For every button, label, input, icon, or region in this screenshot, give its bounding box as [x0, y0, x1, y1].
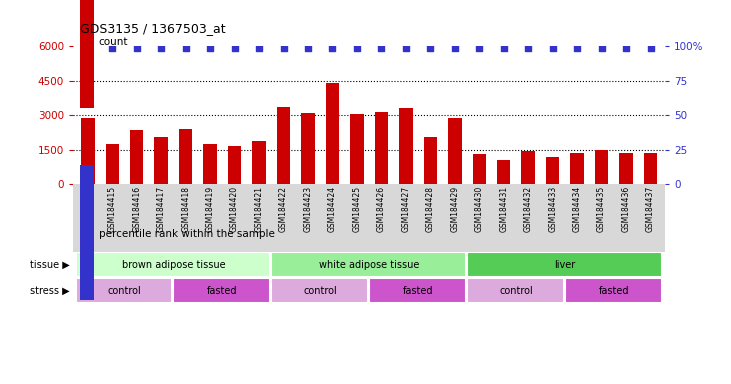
Point [645, 45, 656, 51]
Text: GSM184421: GSM184421 [254, 186, 264, 232]
Point [620, 45, 632, 51]
Point [131, 45, 143, 51]
Text: tissue ▶: tissue ▶ [30, 260, 69, 270]
Text: GSM184433: GSM184433 [548, 186, 557, 232]
Point [376, 45, 387, 51]
Text: GSM184417: GSM184417 [156, 186, 166, 232]
Point [425, 45, 436, 51]
Text: GSM184432: GSM184432 [523, 186, 533, 232]
Text: GDS3135 / 1367503_at: GDS3135 / 1367503_at [80, 22, 226, 35]
Bar [105, 144, 119, 184]
Bar [173, 278, 270, 303]
Text: GSM184435: GSM184435 [597, 186, 606, 232]
Text: count: count [99, 37, 128, 47]
Bar [252, 141, 266, 184]
Bar [80, 165, 94, 300]
Point [572, 45, 583, 51]
Text: fasted: fasted [599, 286, 629, 296]
Bar [472, 154, 486, 184]
Text: GSM184415: GSM184415 [107, 186, 117, 232]
Text: liver: liver [554, 260, 575, 270]
Bar [423, 137, 437, 184]
Text: GSM184429: GSM184429 [450, 186, 459, 232]
Bar [565, 278, 662, 303]
Text: control: control [107, 286, 141, 296]
Text: GSM184420: GSM184420 [230, 186, 239, 232]
Point [596, 45, 607, 51]
Bar [595, 150, 608, 184]
Point [253, 45, 265, 51]
Bar [75, 278, 173, 303]
Text: fasted: fasted [207, 286, 238, 296]
Point [523, 45, 534, 51]
Text: GSM184423: GSM184423 [303, 186, 312, 232]
Point [204, 45, 216, 51]
Text: percentile rank within the sample: percentile rank within the sample [99, 229, 275, 239]
Bar [521, 151, 535, 184]
Point [547, 45, 558, 51]
Bar [203, 144, 217, 184]
Bar [130, 130, 143, 184]
Point [278, 45, 289, 51]
Point [302, 45, 314, 51]
Point [82, 45, 94, 51]
Bar [326, 83, 339, 184]
Bar [369, 278, 466, 303]
Bar [75, 252, 270, 277]
Text: fasted: fasted [403, 286, 433, 296]
Bar [467, 252, 662, 277]
Text: GSM184437: GSM184437 [646, 186, 655, 232]
Text: GSM184436: GSM184436 [621, 186, 631, 232]
Bar [399, 108, 412, 184]
Text: white adipose tissue: white adipose tissue [319, 260, 420, 270]
Bar [570, 153, 584, 184]
Text: GSM184422: GSM184422 [279, 186, 288, 232]
Point [400, 45, 412, 51]
Text: GSM184419: GSM184419 [205, 186, 215, 232]
Point [498, 45, 510, 51]
Bar [179, 129, 192, 184]
Bar [271, 278, 368, 303]
Bar [80, 0, 94, 108]
Text: brown adipose tissue: brown adipose tissue [121, 260, 225, 270]
Bar [350, 114, 363, 184]
Bar [228, 146, 241, 184]
Text: GSM184430: GSM184430 [474, 186, 484, 232]
Bar [81, 118, 94, 184]
Bar [154, 137, 168, 184]
Bar [644, 153, 657, 184]
Text: control: control [303, 286, 337, 296]
Text: GSM184414: GSM184414 [83, 186, 92, 232]
Text: control: control [499, 286, 533, 296]
Bar [271, 252, 466, 277]
Text: GSM184416: GSM184416 [132, 186, 141, 232]
Text: GSM184424: GSM184424 [328, 186, 337, 232]
Point [351, 45, 363, 51]
Bar [546, 157, 559, 184]
Bar [467, 278, 564, 303]
Text: GSM184434: GSM184434 [572, 186, 582, 232]
Bar [497, 160, 510, 184]
Point [474, 45, 485, 51]
Text: GSM184431: GSM184431 [499, 186, 508, 232]
Bar [277, 107, 290, 184]
Bar [301, 113, 315, 184]
Bar [619, 153, 633, 184]
Point [229, 45, 240, 51]
Text: stress ▶: stress ▶ [30, 286, 69, 296]
Point [449, 45, 461, 51]
Point [155, 45, 167, 51]
Point [327, 45, 338, 51]
Point [107, 45, 118, 51]
Text: GSM184427: GSM184427 [401, 186, 410, 232]
Text: GSM184428: GSM184428 [426, 186, 435, 232]
Bar [448, 118, 461, 184]
Text: GSM184425: GSM184425 [352, 186, 361, 232]
Text: GSM184426: GSM184426 [377, 186, 386, 232]
Text: GSM184418: GSM184418 [181, 186, 190, 232]
Bar [375, 112, 388, 184]
Point [180, 45, 192, 51]
